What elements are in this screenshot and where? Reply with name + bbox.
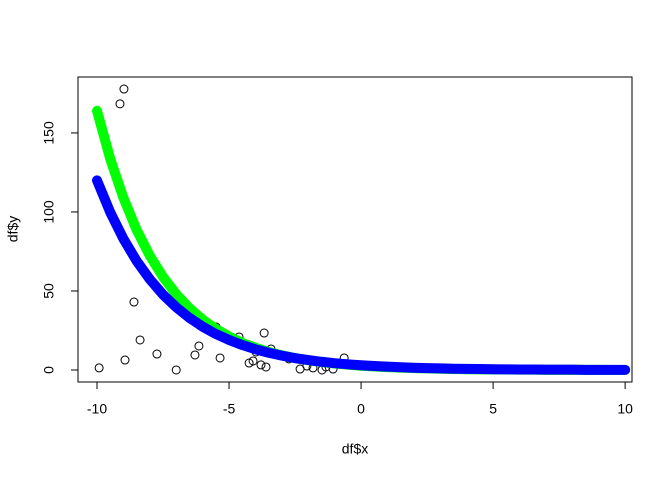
point: [259, 328, 269, 338]
point: [190, 350, 200, 360]
x-tick-label: 10: [617, 401, 633, 417]
x-tick-label: 5: [489, 401, 497, 417]
point: [119, 84, 129, 94]
point: [129, 297, 139, 307]
curve: [92, 175, 631, 375]
point: [215, 353, 225, 363]
point: [248, 356, 258, 366]
y-tick-label: 150: [41, 121, 57, 145]
x-axis-label: df$x: [342, 441, 368, 457]
y-tick-label: 100: [41, 200, 57, 224]
plot-box: [77, 76, 633, 383]
y-tick-label: 50: [41, 283, 57, 299]
point: [94, 363, 104, 373]
y-axis-label: df$y: [5, 216, 21, 242]
point: [152, 349, 162, 359]
point: [171, 365, 181, 375]
x-tick-label: -5: [223, 401, 236, 417]
point: [115, 99, 125, 109]
x-tick-label: -10: [87, 401, 107, 417]
y-tick-label: 0: [41, 366, 57, 374]
x-tick-label: 0: [357, 401, 365, 417]
point: [135, 335, 145, 345]
point: [256, 360, 266, 370]
point: [261, 362, 271, 372]
point: [120, 355, 130, 365]
curve: [92, 105, 631, 375]
point: [194, 341, 204, 351]
